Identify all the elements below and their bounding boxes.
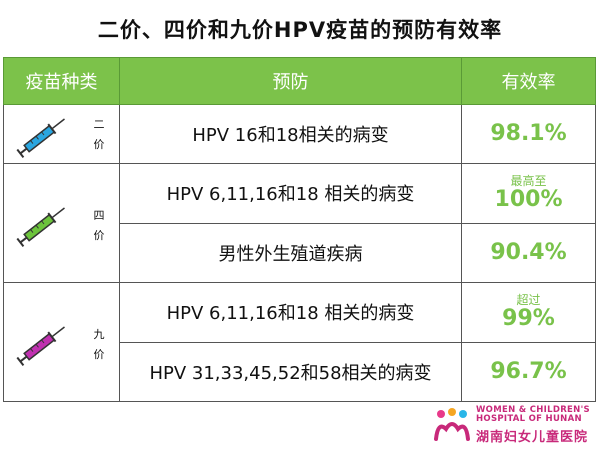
efficacy-cell: 96.7% — [461, 341, 596, 402]
table-header-row: 疫苗种类 预防 有效率 — [3, 57, 596, 105]
vaccine-cell-quadrivalent: 四 价 — [3, 163, 120, 283]
header-prevention: 预防 — [119, 57, 462, 105]
hospital-logo: WOMEN & CHILDREN'S HOSPITAL OF HUNAN 湖南妇… — [432, 405, 600, 445]
table-row-quadrivalent-2: 男性外生殖道疾病 90.4% — [4, 222, 596, 283]
prevention-cell: HPV 16和18相关的病变 — [119, 104, 462, 164]
syringe-icon — [16, 118, 65, 159]
vaccine-cell-bivalent: 二 价 — [3, 104, 120, 164]
vaccine-label-char: 四 — [93, 209, 105, 222]
syringe-icon — [16, 207, 65, 248]
prevention-cell: 男性外生殖道疾病 — [119, 222, 462, 283]
efficacy-cell: 超过 99% — [461, 282, 596, 343]
efficacy-cell: 90.4% — [461, 222, 596, 283]
hpv-vaccine-table: 疫苗种类 预防 有效率 — [3, 57, 596, 402]
efficacy-value: 98.1% — [490, 121, 567, 146]
table-row-nonavalent: 九 价 HPV 6,11,16和18 相关的病变 超过 99% — [3, 282, 596, 402]
hospital-name-english-line1: WOMEN & CHILDREN'S — [476, 405, 590, 415]
hospital-name-chinese: 湖南妇女儿童医院 — [476, 430, 589, 445]
efficacy-prefix: 超过 — [516, 293, 541, 308]
vaccine-label-char: 价 — [93, 348, 105, 361]
hospital-name-english-line2: HOSPITAL OF HUNAN — [476, 414, 582, 424]
table-row-nonavalent-2: HPV 31,33,45,52和58相关的病变 96.7% — [4, 341, 596, 402]
efficacy-value: 96.7% — [490, 358, 567, 384]
vaccine-label-char: 二 — [93, 118, 105, 131]
table-row-quadrivalent: 四 价 HPV 6,11,16和18 相关的病变 最高至 100% — [3, 163, 596, 283]
prevention-cell: HPV 6,11,16和18 相关的病变 — [119, 282, 462, 343]
vaccine-label-char: 九 — [93, 328, 105, 341]
efficacy-prefix: 最高至 — [510, 174, 547, 189]
efficacy-value: 100% — [494, 187, 563, 213]
prevention-cell: HPV 31,33,45,52和58相关的病变 — [119, 341, 462, 402]
hospital-logo-icon — [434, 408, 470, 441]
efficacy-cell: 98.1% — [461, 104, 596, 164]
hospital-name-english: WOMEN & CHILDREN'S HOSPITAL OF HUNAN — [476, 406, 590, 424]
efficacy-value: 90.4% — [490, 239, 567, 265]
efficacy-cell: 最高至 100% — [461, 163, 596, 224]
header-efficacy: 有效率 — [461, 57, 596, 105]
efficacy-value: 99% — [502, 306, 555, 332]
header-vaccine-type: 疫苗种类 — [3, 57, 120, 105]
page-title: 二价、四价和九价HPV疫苗的预防有效率 — [97, 18, 503, 42]
prevention-cell: HPV 6,11,16和18 相关的病变 — [119, 163, 462, 224]
table-row-bivalent: 二 价 HPV 16和18相关的病变 98.1% — [3, 104, 596, 164]
vaccine-cell-nonavalent: 九 价 — [3, 282, 120, 402]
syringe-icon — [16, 326, 65, 367]
vaccine-label-char: 价 — [93, 138, 105, 151]
vaccine-label-char: 价 — [93, 229, 105, 242]
